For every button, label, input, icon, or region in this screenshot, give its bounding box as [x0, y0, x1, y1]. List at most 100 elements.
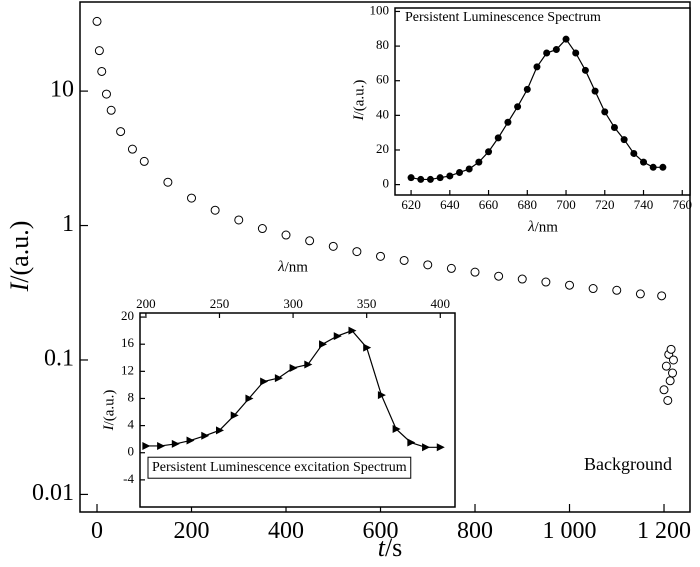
x-tick-label: 600 — [363, 518, 399, 544]
data-point — [422, 443, 431, 452]
y-tick-label: 80 — [376, 37, 389, 52]
data-point — [514, 103, 522, 111]
y-tick-label: -4 — [123, 471, 134, 486]
data-point — [494, 271, 504, 281]
plot-frame — [139, 312, 456, 508]
data-point — [215, 426, 224, 435]
x-tick-label: 680 — [518, 197, 538, 212]
data-point — [630, 149, 638, 157]
data-point — [116, 127, 126, 137]
y-axis-label: I/(a.u.) — [5, 221, 34, 293]
data-point — [399, 255, 409, 265]
data-point — [581, 66, 589, 74]
data-point — [171, 439, 180, 448]
data-point — [565, 280, 575, 290]
data-point — [436, 443, 445, 452]
data-point — [666, 344, 676, 354]
data-point — [610, 123, 618, 131]
y-axis-label: I/(a.u.) — [101, 390, 117, 432]
data-point — [659, 163, 667, 171]
data-point — [94, 46, 104, 56]
data-point — [533, 63, 541, 71]
y-tick-label: 12 — [121, 362, 134, 377]
data-point — [407, 438, 416, 447]
data-point — [475, 158, 483, 166]
data-point — [245, 394, 254, 403]
data-point — [668, 368, 678, 378]
data-point — [517, 274, 527, 284]
data-point — [257, 224, 267, 234]
data-point — [588, 284, 598, 294]
data-point — [319, 340, 328, 349]
data-point — [436, 174, 444, 182]
data-point — [376, 251, 386, 261]
data-point — [640, 158, 648, 166]
x-tick-label: 200 — [174, 518, 210, 544]
data-point — [304, 360, 313, 369]
x-tick-label: 250 — [210, 296, 230, 311]
annotation: Background — [584, 454, 672, 474]
data-point — [470, 267, 480, 277]
data-point — [417, 175, 425, 183]
data-point — [426, 175, 434, 183]
data-point — [333, 332, 342, 341]
data-point — [328, 241, 338, 251]
data-point — [106, 105, 116, 115]
data-point — [348, 326, 357, 335]
data-point — [289, 363, 298, 372]
data-point — [407, 174, 415, 182]
chart-title: Persistent Luminescence Spectrum — [405, 10, 601, 25]
data-point — [668, 355, 678, 365]
data-point — [281, 230, 291, 240]
x-tick-label: 400 — [268, 518, 304, 544]
data-point — [92, 16, 102, 26]
x-tick-label: 300 — [283, 296, 303, 311]
data-point — [494, 134, 502, 142]
data-point — [465, 165, 473, 173]
y-tick-label: 1 — [62, 211, 74, 237]
data-point — [163, 177, 173, 187]
data-point — [187, 193, 197, 203]
data-point — [552, 46, 560, 54]
data-point — [456, 168, 464, 176]
title-box — [147, 456, 412, 479]
data-point — [661, 361, 671, 371]
y-tick-label: 0 — [128, 444, 135, 459]
x-tick-label: 1 200 — [637, 518, 691, 544]
x-tick-label: 200 — [136, 296, 156, 311]
data-point — [562, 35, 570, 43]
plot-frame — [394, 7, 691, 196]
x-tick-label: 1 000 — [543, 518, 597, 544]
x-tick-label: 720 — [595, 197, 615, 212]
data-point — [230, 411, 239, 420]
data-point — [363, 343, 372, 352]
y-tick-label: 4 — [128, 417, 135, 432]
y-tick-label: 16 — [121, 335, 135, 350]
x-tick-label: 660 — [479, 197, 499, 212]
y-tick-label: 60 — [376, 72, 389, 87]
data-point — [649, 163, 657, 171]
y-tick-label: 8 — [128, 389, 135, 404]
x-tick-label: 640 — [440, 197, 460, 212]
x-axis-label: t/s — [378, 533, 403, 562]
data-point — [377, 391, 386, 400]
x-tick-label: 350 — [357, 296, 377, 311]
x-tick-label: 760 — [673, 197, 693, 212]
data-point — [485, 148, 493, 156]
data-point — [423, 260, 433, 270]
data-point — [446, 263, 456, 273]
data-point — [352, 247, 362, 257]
data-point — [101, 89, 111, 99]
y-tick-label: 0.1 — [44, 345, 74, 371]
data-point — [620, 136, 628, 144]
data-point — [504, 118, 512, 126]
data-point — [663, 395, 673, 405]
data-point — [201, 431, 210, 440]
data-point — [523, 85, 531, 93]
data-point — [186, 436, 195, 445]
x-axis-label: λ/nm — [277, 259, 308, 275]
data-point — [665, 376, 675, 386]
data-point — [591, 87, 599, 95]
y-tick-label: 0.01 — [32, 480, 74, 506]
